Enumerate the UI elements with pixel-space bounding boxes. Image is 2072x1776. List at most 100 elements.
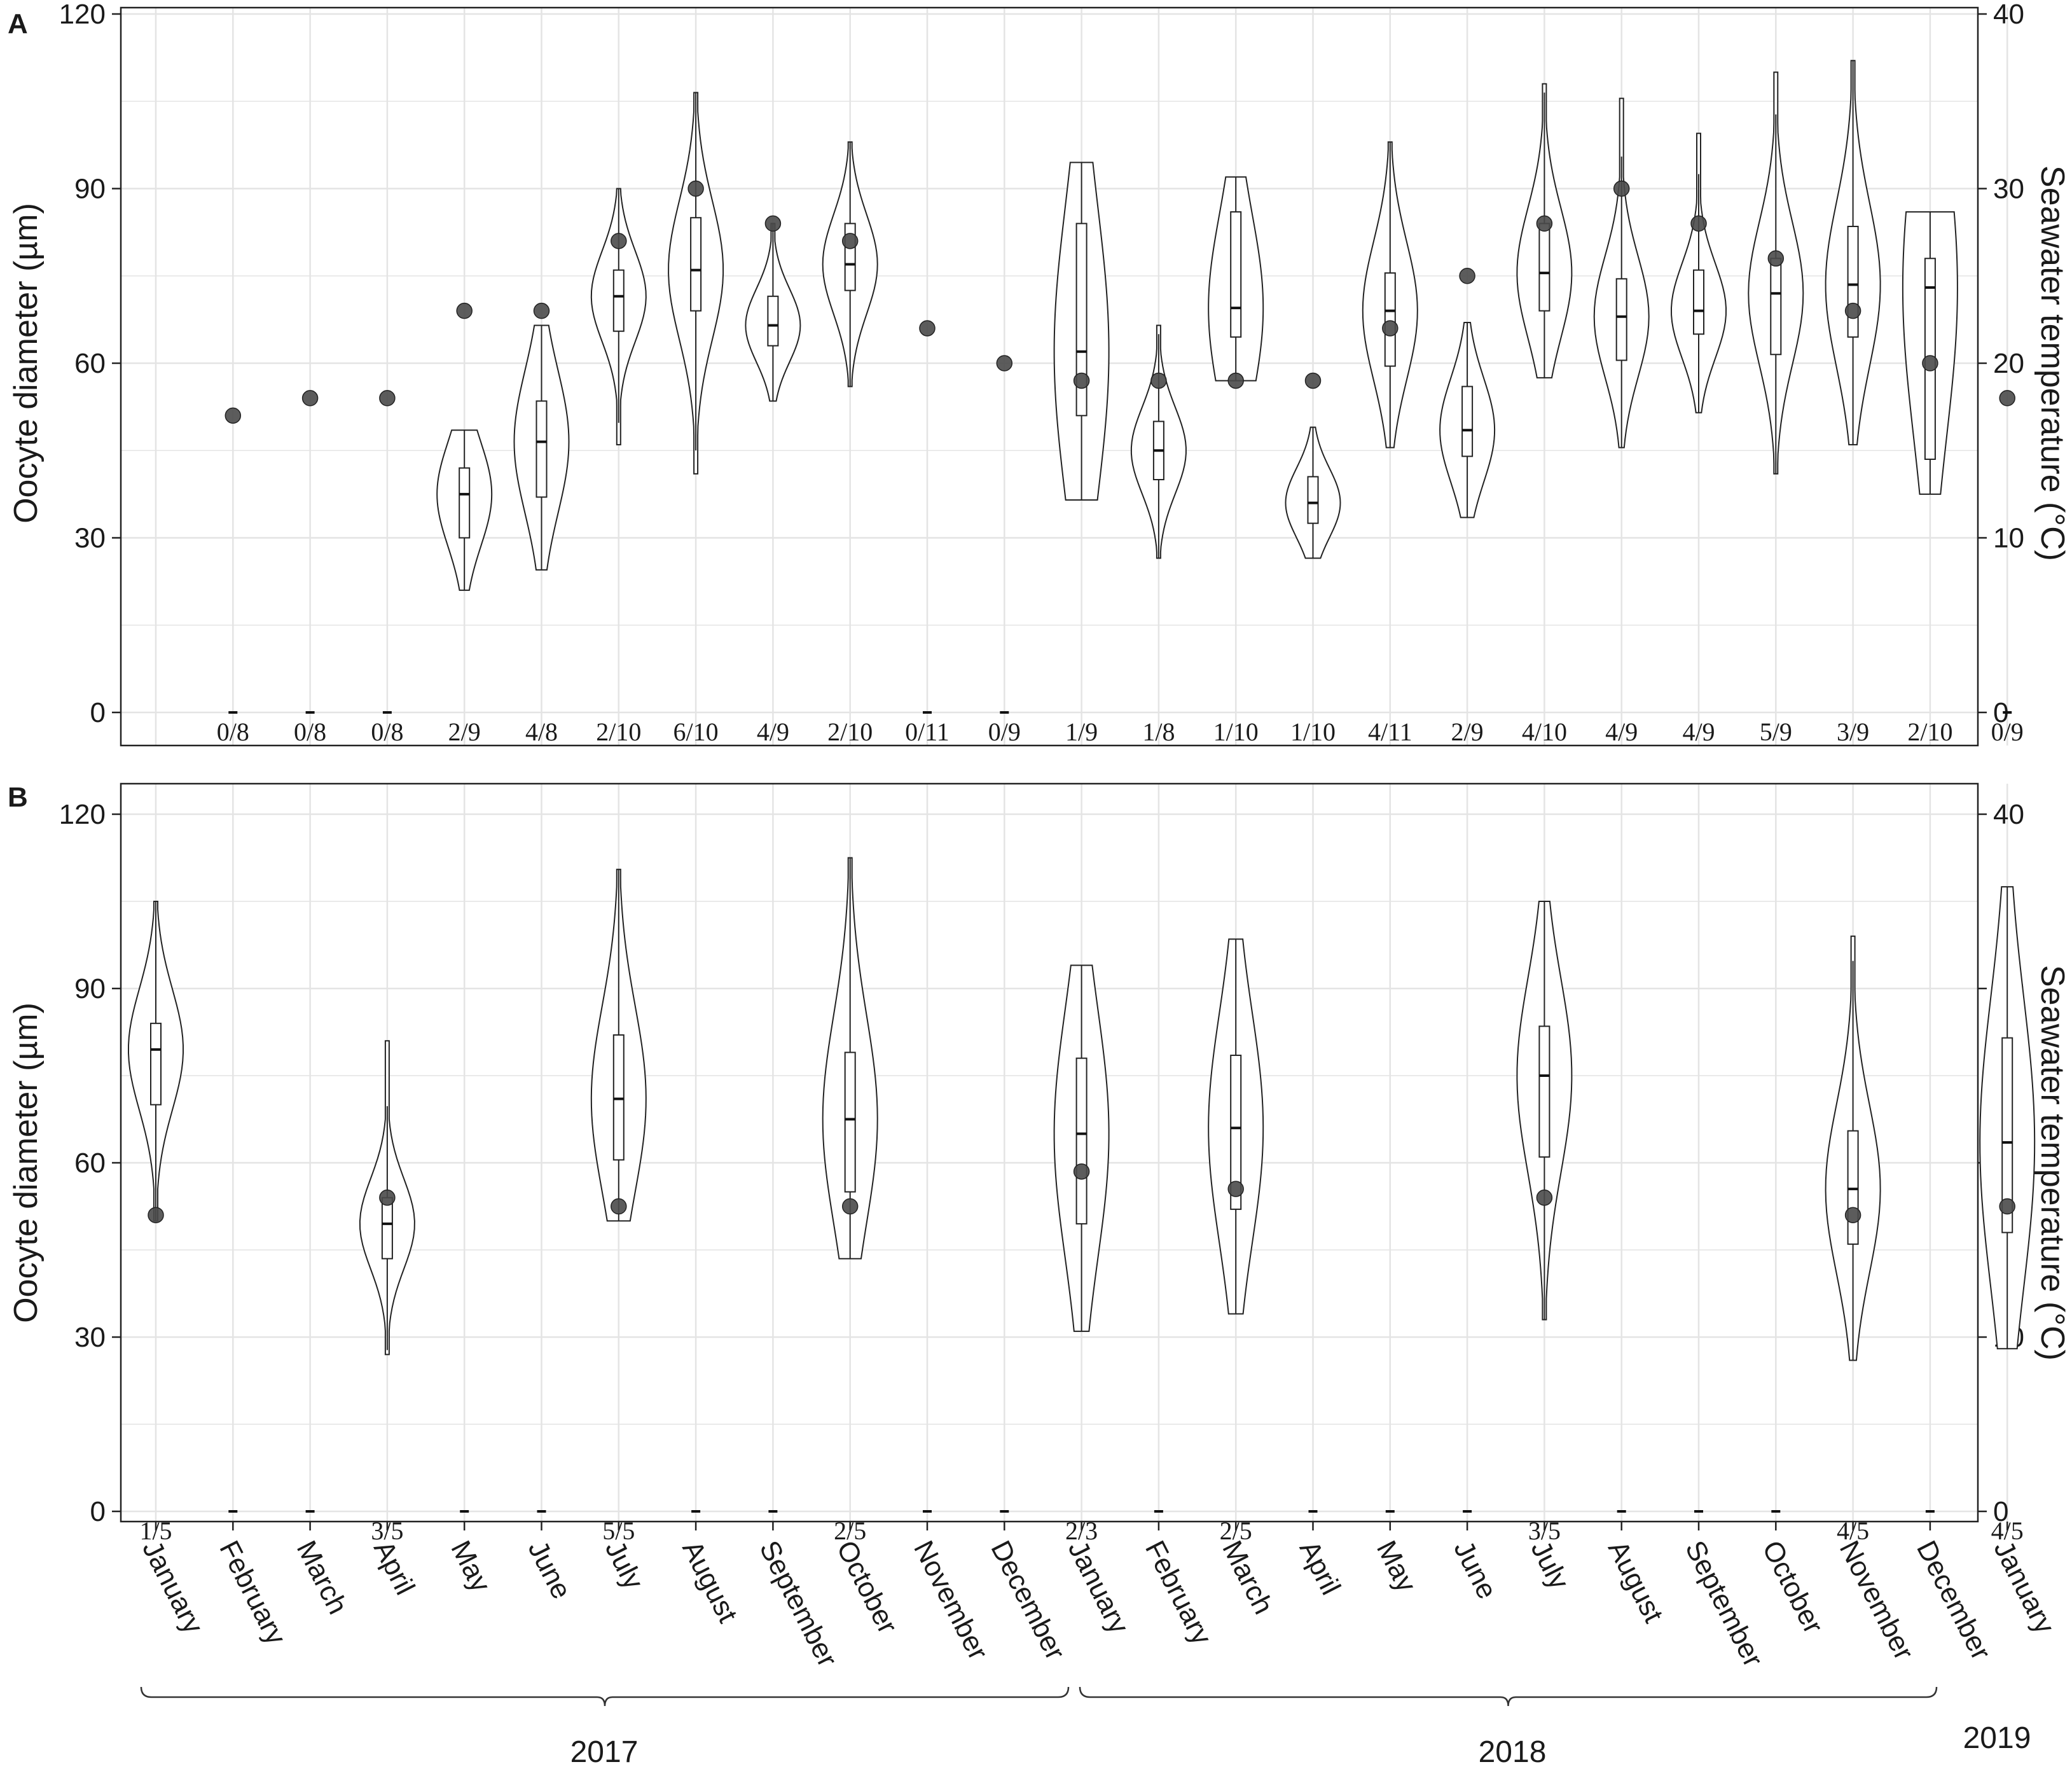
y2-axis-label: Seawater temperature (°C) — [2034, 165, 2071, 561]
count-label: 2/10 — [1907, 718, 1952, 746]
count-label: 4/5 — [1837, 1516, 1869, 1545]
plot-background — [121, 8, 1978, 746]
y-tick-label: 0 — [90, 697, 106, 728]
temperature-point — [611, 1198, 627, 1215]
count-label: 4/5 — [1991, 1516, 2024, 1545]
temperature-point — [224, 407, 242, 424]
y-tick-label: 60 — [74, 348, 106, 379]
box — [844, 1051, 856, 1193]
box — [1307, 476, 1319, 524]
box — [1075, 1057, 1088, 1224]
count-label: 0/8 — [294, 718, 326, 746]
temperature-point — [1999, 1198, 2015, 1215]
month-label: February — [213, 1536, 292, 1649]
temperature-point — [1304, 372, 1322, 389]
y-tick-label: 120 — [59, 0, 106, 30]
temperature-point — [1536, 215, 1553, 232]
y2-tick-label: 20 — [1993, 348, 2024, 379]
box — [1538, 1025, 1551, 1158]
temperature-point — [1227, 1181, 1244, 1197]
count-label: 3/5 — [1528, 1516, 1561, 1545]
year-label: 2019 — [1963, 1721, 2031, 1755]
temperature-point — [1767, 250, 1785, 267]
temperature-point — [301, 390, 319, 406]
box — [612, 1034, 625, 1161]
box — [1770, 258, 1782, 356]
month-label: January — [136, 1536, 209, 1639]
month-label: June — [522, 1536, 577, 1604]
temperature-point — [456, 302, 473, 319]
y2-tick-label: 30 — [1993, 174, 2024, 205]
month-label: February — [1139, 1536, 1218, 1649]
temperature-point — [1382, 320, 1399, 336]
plot-background — [121, 784, 1978, 1522]
temperature-point — [996, 355, 1013, 371]
count-label: 3/9 — [1837, 718, 1869, 746]
temperature-point — [379, 1190, 396, 1206]
y2-tick-label: 40 — [1993, 0, 2024, 30]
count-label: 1/9 — [1065, 718, 1098, 746]
temperature-point — [1073, 372, 1090, 389]
box — [1461, 385, 1474, 457]
box — [1230, 211, 1242, 338]
box — [1847, 225, 1859, 338]
temperature-point — [1922, 355, 1938, 371]
count-label: 1/8 — [1142, 718, 1175, 746]
count-label: 4/11 — [1368, 718, 1412, 746]
count-label: 1/10 — [1290, 718, 1336, 746]
temperature-point — [841, 1198, 859, 1215]
temperature-point — [1073, 1163, 1090, 1180]
count-label: 4/10 — [1522, 718, 1567, 746]
box — [690, 217, 702, 312]
count-label: 6/10 — [673, 718, 719, 746]
box — [2001, 1037, 2013, 1233]
count-label: 3/5 — [371, 1516, 403, 1545]
box — [1384, 272, 1396, 367]
count-label: 4/8 — [525, 718, 558, 746]
month-label: April — [368, 1536, 421, 1600]
box — [150, 1022, 162, 1106]
count-label: 2/10 — [827, 718, 873, 746]
count-label: 2/9 — [448, 718, 481, 746]
box — [1230, 1055, 1242, 1211]
y-axis-label: Oocyte diameter (µm) — [8, 1002, 45, 1323]
month-label: September — [1679, 1536, 1769, 1672]
box — [767, 295, 779, 347]
count-label: 1/5 — [139, 1516, 172, 1545]
month-label: May — [445, 1536, 496, 1597]
year-bracket-2018 — [1079, 1686, 1938, 1707]
y-tick-label: 90 — [74, 973, 106, 1004]
temperature-point — [687, 180, 704, 197]
count-label: 2/5 — [834, 1516, 866, 1545]
count-label: 5/5 — [602, 1516, 635, 1545]
y-tick-label: 30 — [74, 523, 106, 554]
panel-border — [120, 6, 1979, 747]
box — [1075, 223, 1088, 417]
box — [1538, 223, 1551, 312]
temperature-point — [1459, 268, 1475, 284]
y-tick-label: 30 — [74, 1322, 106, 1353]
y2-tick-label: 10 — [1993, 523, 2024, 554]
year-bracket-2017 — [140, 1686, 1070, 1707]
temperature-point — [1844, 302, 1861, 319]
month-label: December — [984, 1536, 1071, 1665]
panel-border — [120, 782, 1979, 1523]
count-label: 2/3 — [1065, 1516, 1098, 1545]
box — [381, 1197, 393, 1259]
month-label: April — [1294, 1536, 1347, 1600]
y-tick-label: 90 — [74, 174, 106, 205]
temperature-point — [611, 233, 627, 249]
temperature-point — [1844, 1207, 1861, 1223]
temperature-point — [379, 390, 396, 406]
month-label: September — [753, 1536, 843, 1672]
year-label: 2017 — [570, 1735, 639, 1769]
count-label: 2/10 — [596, 718, 641, 746]
month-label: January — [1062, 1536, 1135, 1639]
count-label: 4/9 — [757, 718, 789, 746]
month-label: December — [1910, 1536, 1997, 1665]
box — [612, 269, 625, 332]
panel-label: B — [8, 782, 28, 813]
count-label: 0/8 — [371, 718, 403, 746]
